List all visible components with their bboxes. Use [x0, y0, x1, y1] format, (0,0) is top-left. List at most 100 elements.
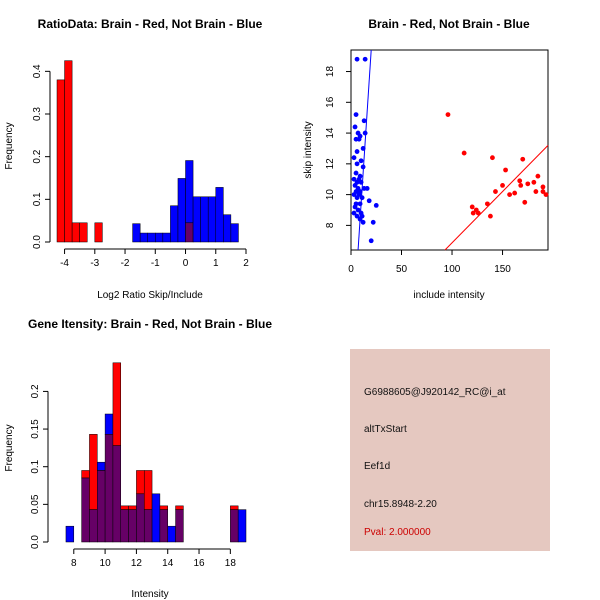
- hist-bar: [112, 362, 122, 446]
- gene-axes: 8 10 12 14 16 18 0.0 0.05 0.1 0.15 0.2: [30, 384, 236, 569]
- y-tick-label: 0.15: [30, 419, 41, 439]
- scatter-point: [352, 124, 358, 130]
- intensity-scatter: Brain - Red, Not Brain - Blue 0 50 100 150 8…: [303, 17, 549, 301]
- scatter-point: [531, 179, 537, 185]
- hist-bar: [120, 505, 129, 510]
- hist-bar-overlap: [120, 509, 129, 543]
- scatter-point: [533, 189, 539, 194]
- scatter-point: [484, 201, 490, 207]
- hist-bar: [230, 505, 239, 510]
- scatter-point: [540, 189, 546, 194]
- hist-bar: [215, 187, 224, 243]
- hist-bar: [185, 160, 194, 224]
- scatter-xlabel: include intensity: [413, 290, 484, 301]
- scatter-point: [352, 204, 358, 210]
- x-tick-label: 8: [71, 558, 77, 569]
- hist-bar-overlap: [112, 445, 122, 543]
- y-tick-label: 0.05: [30, 494, 41, 514]
- probe-id: G6988605@J920142_RC@i_at: [364, 387, 506, 398]
- x-tick-label: 100: [444, 264, 461, 275]
- y-tick-label: 0.4: [32, 64, 43, 78]
- y-tick-label: 14: [325, 127, 336, 139]
- hist-bar: [104, 413, 114, 435]
- x-tick-label: 16: [193, 558, 205, 569]
- hist-bar: [159, 505, 168, 510]
- ratio-title: RatioData: Brain - Red, Not Brain - Blue: [38, 17, 263, 31]
- scatter-point: [503, 167, 508, 173]
- scatter-point: [373, 202, 379, 208]
- scatter-point: [354, 149, 360, 154]
- x-tick-label: -1: [151, 258, 160, 269]
- y-tick-label: 0.0: [30, 535, 41, 549]
- scatter-point: [361, 118, 367, 124]
- y-tick-label: 0.2: [30, 384, 41, 398]
- scatter-point: [520, 156, 526, 162]
- scatter-point: [493, 189, 498, 194]
- hist-bar: [175, 505, 184, 510]
- hist-bar-overlap: [97, 470, 106, 543]
- scatter-point: [360, 164, 366, 170]
- hist-bar-overlap: [81, 477, 90, 543]
- scatter-point: [356, 136, 362, 142]
- y-tick-label: 8: [325, 222, 336, 228]
- x-tick-label: -2: [121, 258, 130, 269]
- scatter-point: [370, 219, 376, 225]
- hist-bar: [170, 205, 179, 243]
- y-tick-label: 0.2: [32, 149, 43, 163]
- x-tick-label: 2: [243, 258, 249, 269]
- scatter-point: [525, 181, 531, 187]
- hist-bar-overlap: [89, 509, 98, 543]
- scatter-point: [517, 178, 523, 184]
- hist-bar: [192, 196, 201, 243]
- hist-bar: [143, 470, 153, 510]
- ratio-xlabel: Log2 Ratio Skip/Include: [97, 290, 203, 301]
- ratio-histogram: RatioData: Brain - Red, Not Brain - Blue…: [4, 17, 263, 301]
- y-tick-label: 12: [325, 158, 336, 170]
- scatter-point: [488, 213, 493, 219]
- x-tick-label: 1: [213, 258, 219, 269]
- scatter-point: [540, 184, 546, 190]
- x-tick-label: 0: [348, 264, 354, 275]
- scatter-fit-lines: [357, 49, 549, 251]
- event-type: altTxStart: [364, 424, 407, 435]
- probe-info-panel: G6988605@J920142_RC@i_at altTxStart Eef1…: [350, 349, 550, 551]
- ratio-axes: -4 -3 -2 -1 0 1 2 0.0 0.1 0.2 0.3 0.4: [32, 64, 249, 269]
- scatter-point: [500, 182, 505, 188]
- hist-bar: [65, 525, 75, 543]
- hist-bar: [155, 232, 164, 243]
- scatter-point: [470, 210, 476, 216]
- hist-bar: [132, 223, 141, 243]
- hist-bar: [71, 222, 80, 243]
- y-tick-label: 0.3: [32, 107, 43, 121]
- scatter-point: [360, 146, 366, 151]
- hist-bar: [56, 79, 65, 243]
- scatter-point: [354, 195, 360, 201]
- ratio-bars: [56, 60, 239, 243]
- hist-bar: [94, 222, 103, 243]
- y-tick-label: 0.1: [32, 192, 43, 206]
- hist-bar: [64, 60, 73, 243]
- x-tick-label: 12: [131, 558, 143, 569]
- hist-bar-overlap: [143, 509, 153, 543]
- scatter-point: [364, 186, 370, 191]
- genomic-location: chr15.8948-2.20: [364, 499, 437, 510]
- y-tick-label: 10: [325, 189, 336, 201]
- x-tick-label: -4: [60, 258, 69, 269]
- scatter-point: [543, 192, 549, 198]
- hist-bar-overlap: [159, 509, 168, 543]
- scatter-point: [351, 210, 357, 216]
- scatter-point: [351, 192, 357, 198]
- scatter-point: [354, 213, 360, 219]
- hist-bar: [151, 493, 161, 543]
- gene-symbol: Eef1d: [364, 461, 391, 472]
- x-tick-label: 18: [225, 558, 237, 569]
- gene-intensity-histogram: Gene Itensity: Brain - Red, Not Brain - …: [4, 317, 272, 600]
- hist-bar: [79, 222, 88, 243]
- x-tick-label: 14: [162, 558, 174, 569]
- hist-bar: [89, 434, 98, 510]
- scatter-title: Brain - Red, Not Brain - Blue: [368, 17, 530, 31]
- hist-bar: [200, 196, 209, 243]
- hist-bar: [223, 214, 232, 243]
- scatter-point: [475, 210, 481, 216]
